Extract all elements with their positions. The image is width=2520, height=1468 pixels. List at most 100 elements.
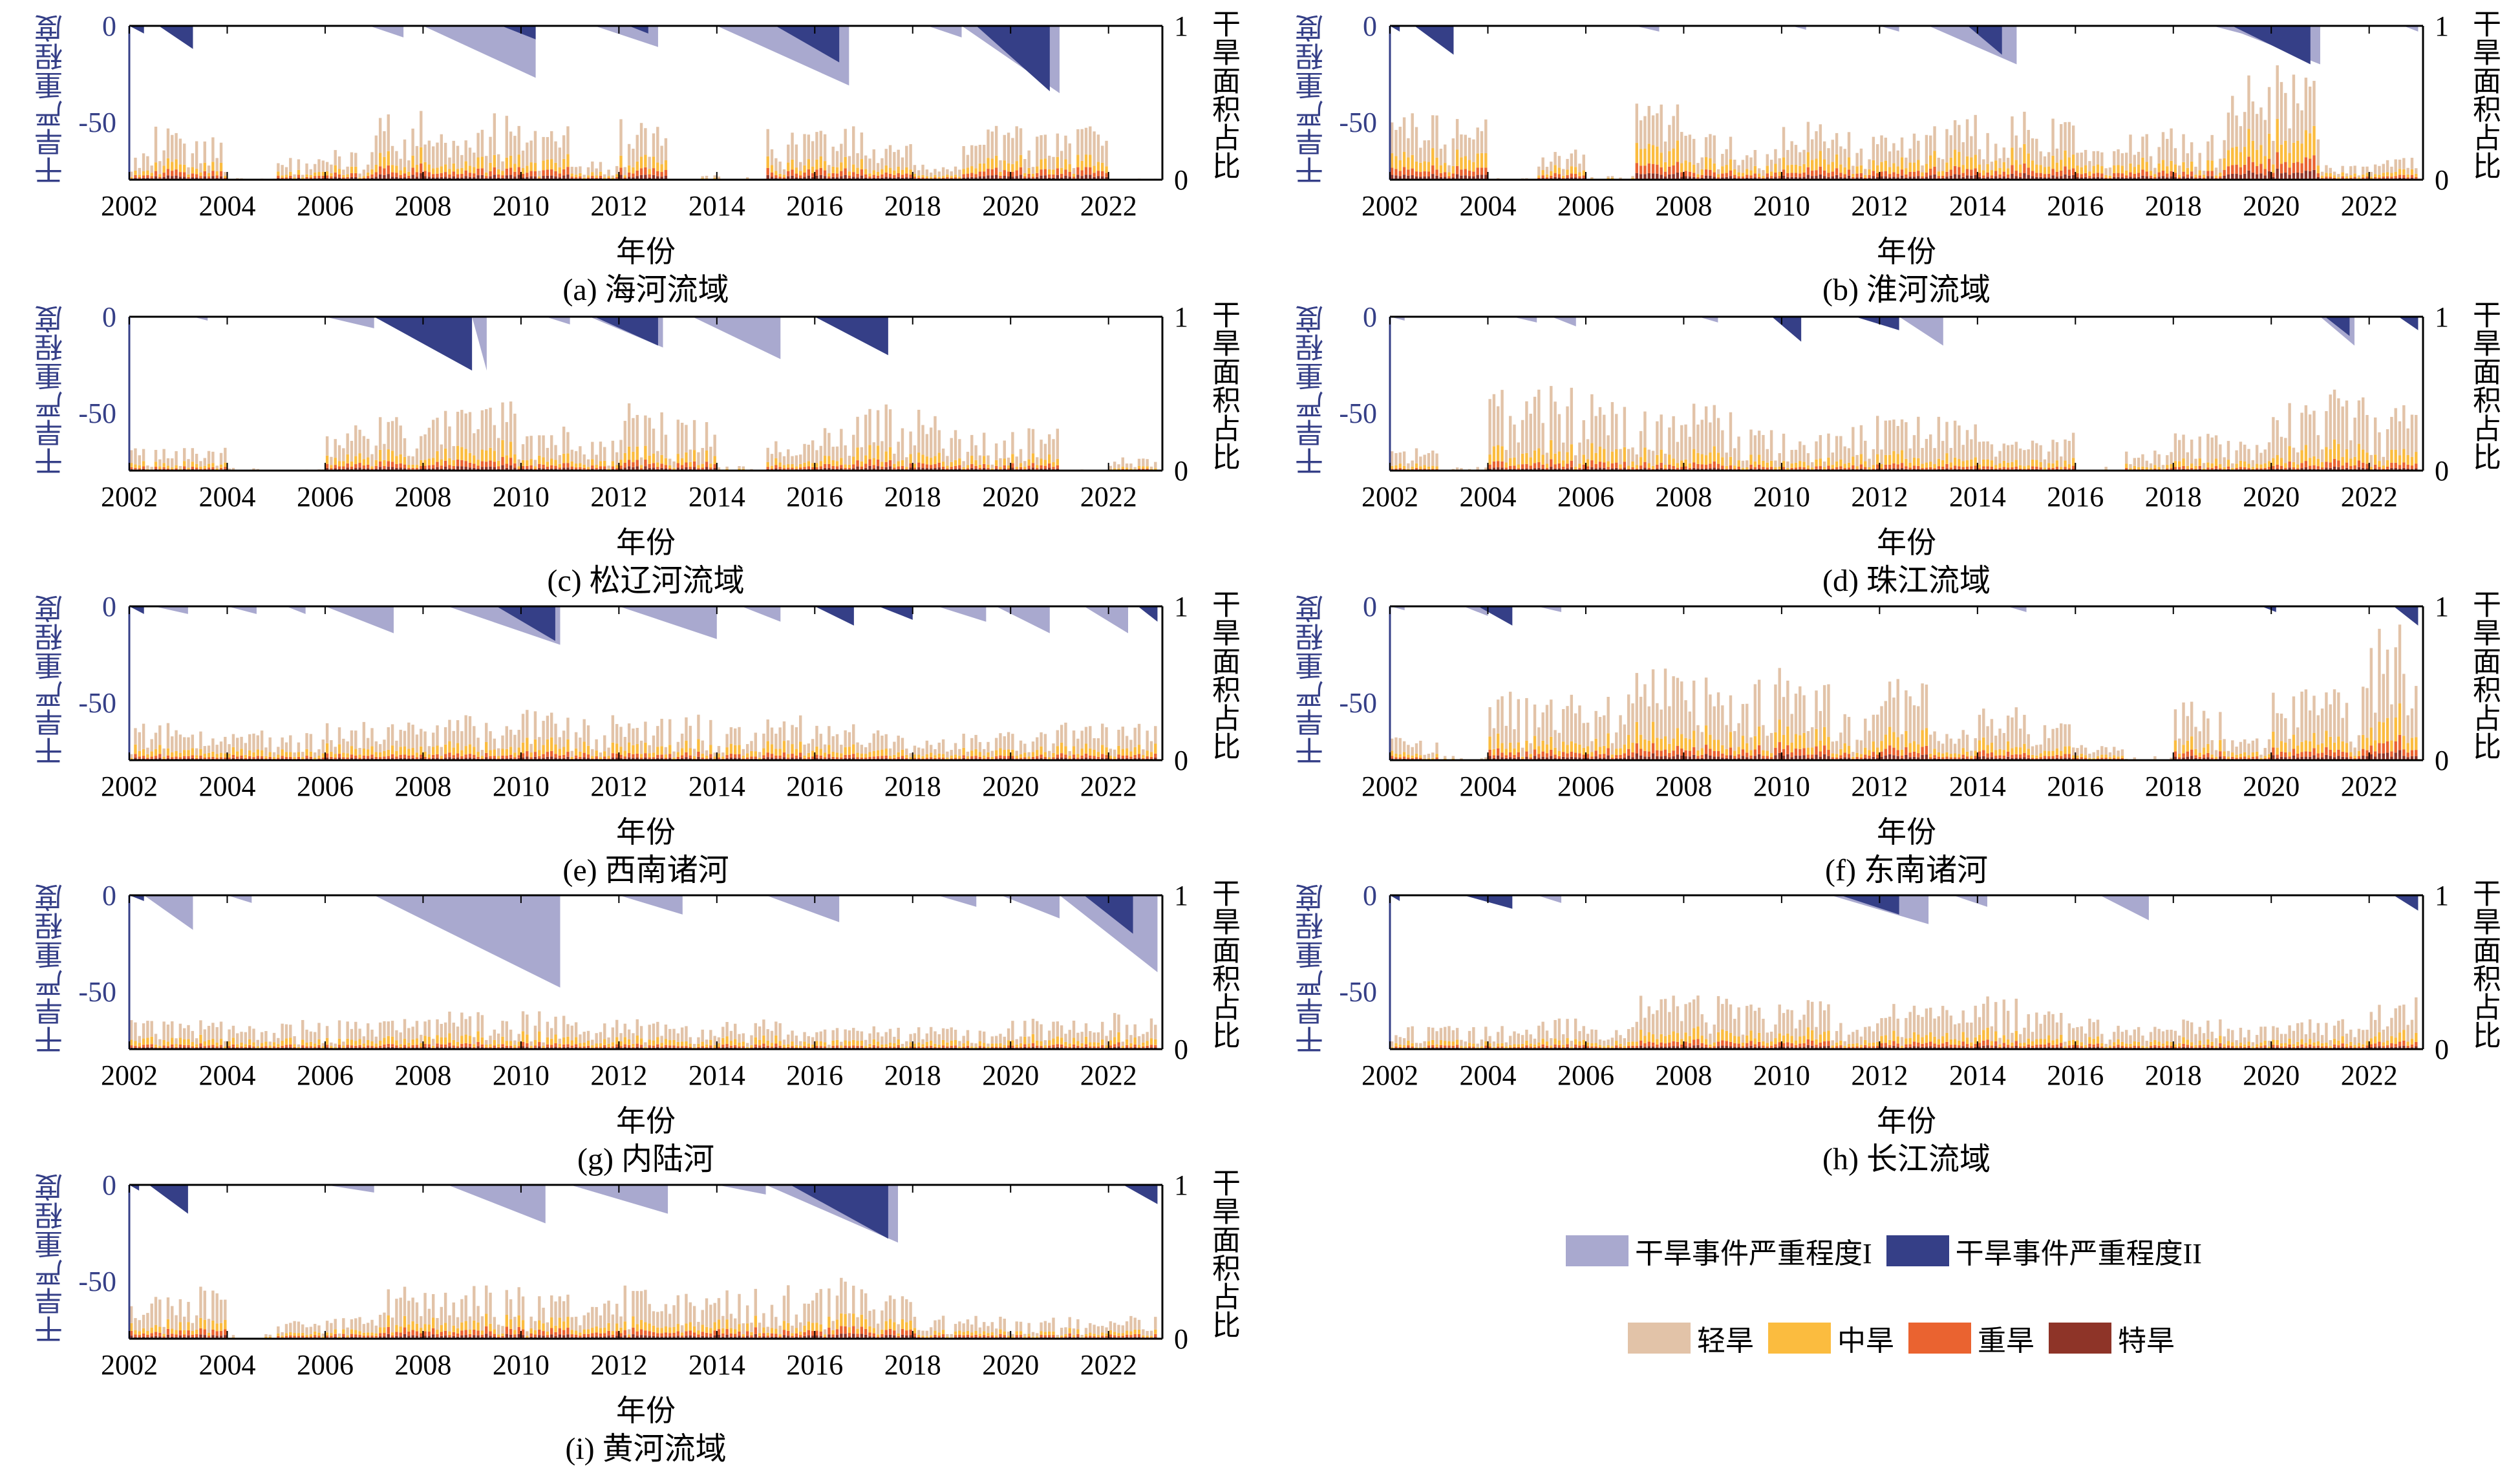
bar-light — [179, 139, 182, 165]
bar-severe — [901, 466, 904, 469]
bar-moderate — [595, 750, 597, 756]
bar-severe — [787, 758, 789, 759]
bar-moderate — [1848, 463, 1850, 468]
bar-moderate — [2023, 466, 2025, 469]
bar-light — [970, 738, 973, 750]
bar-moderate — [873, 751, 875, 757]
bar-moderate — [1134, 747, 1137, 755]
bar-severe — [1558, 175, 1561, 178]
bar-light — [2243, 112, 2246, 147]
bar-light — [1660, 414, 1662, 449]
bar-moderate — [370, 169, 373, 175]
bar-moderate — [868, 752, 871, 757]
bar-severe — [652, 463, 655, 467]
bar-moderate — [1452, 166, 1455, 173]
bar-moderate — [1431, 148, 1434, 165]
bar-severe — [2031, 171, 2034, 176]
bar-severe — [831, 466, 834, 469]
bar-light — [2370, 172, 2373, 177]
bar-moderate — [342, 175, 345, 178]
bar-severe — [709, 754, 712, 758]
bar-severe — [1766, 467, 1769, 469]
bar-moderate — [2170, 464, 2172, 468]
bar-severe — [1766, 173, 1769, 177]
bar-severe — [162, 467, 165, 469]
bar-light — [489, 731, 491, 750]
bar-moderate — [803, 463, 806, 467]
bar-moderate — [183, 165, 186, 173]
bar-severe — [342, 466, 345, 469]
bar-severe — [529, 465, 532, 469]
bar-light — [938, 171, 941, 176]
bar-moderate — [1550, 440, 1552, 459]
bar-light — [273, 752, 275, 757]
bar-moderate — [550, 159, 553, 169]
bar-moderate — [2178, 462, 2181, 467]
bar-moderate — [983, 456, 985, 464]
bar-light — [2317, 435, 2320, 459]
bar-light — [1729, 137, 1732, 160]
bar-light — [1656, 421, 1658, 455]
bar-light — [554, 724, 557, 745]
bar-severe — [513, 463, 516, 468]
bar-moderate — [1558, 451, 1561, 463]
bar-moderate — [2194, 466, 2197, 469]
bar-severe — [2141, 169, 2144, 175]
bar-light — [2174, 433, 2177, 461]
bar-severe — [958, 465, 961, 469]
bar-light — [2141, 454, 2144, 467]
bar-light — [987, 456, 989, 465]
bar-severe — [1974, 465, 1976, 469]
bar-moderate — [685, 452, 687, 463]
bar-severe — [358, 463, 361, 467]
bar-severe — [1080, 756, 1083, 758]
bar-light — [2321, 172, 2323, 176]
bar-severe — [2231, 165, 2234, 174]
bar-light — [2199, 153, 2201, 171]
bar-light — [363, 722, 365, 749]
bar-moderate — [2186, 466, 2189, 469]
bar-light — [240, 737, 242, 749]
bar-moderate — [1696, 453, 1699, 464]
bar-moderate — [1802, 462, 1805, 467]
bar-moderate — [2276, 455, 2278, 465]
bar-moderate — [542, 745, 544, 754]
bar-severe — [2190, 468, 2193, 470]
bar-severe — [1643, 462, 1646, 468]
bar-light — [2109, 167, 2111, 176]
bar-light — [2239, 441, 2242, 460]
bar-severe — [750, 756, 753, 758]
bar-moderate — [1427, 758, 1430, 760]
bar-light — [2007, 445, 2009, 463]
bar-moderate — [2365, 173, 2368, 176]
bar-light — [134, 158, 136, 171]
bar-severe — [529, 171, 532, 176]
bar-severe — [1872, 171, 1875, 176]
bar-severe — [660, 463, 663, 467]
bar-moderate — [554, 460, 557, 465]
bar-moderate — [1721, 457, 1724, 465]
bar-severe — [138, 756, 141, 758]
bar-severe — [1795, 467, 1797, 469]
bar-moderate — [1855, 466, 1858, 469]
bar-severe — [1692, 462, 1695, 467]
bar-severe — [453, 171, 455, 176]
bar-light — [1954, 120, 1956, 150]
bar-moderate — [2051, 156, 2054, 169]
bar-light — [1802, 150, 1805, 164]
bar-severe — [2259, 164, 2262, 174]
bar-moderate — [893, 755, 895, 758]
bar-moderate — [942, 754, 945, 758]
bar-severe — [1721, 465, 1724, 469]
bar-severe — [1742, 176, 1744, 178]
bar-light — [2406, 168, 2409, 175]
bar-moderate — [383, 460, 385, 466]
bar-moderate — [358, 178, 361, 179]
bar-light — [725, 734, 728, 747]
bar-severe — [1799, 173, 1801, 177]
bar-severe — [1048, 463, 1051, 468]
bar-moderate — [1901, 157, 1903, 169]
bar-moderate — [195, 755, 198, 758]
bar-moderate — [411, 156, 414, 168]
